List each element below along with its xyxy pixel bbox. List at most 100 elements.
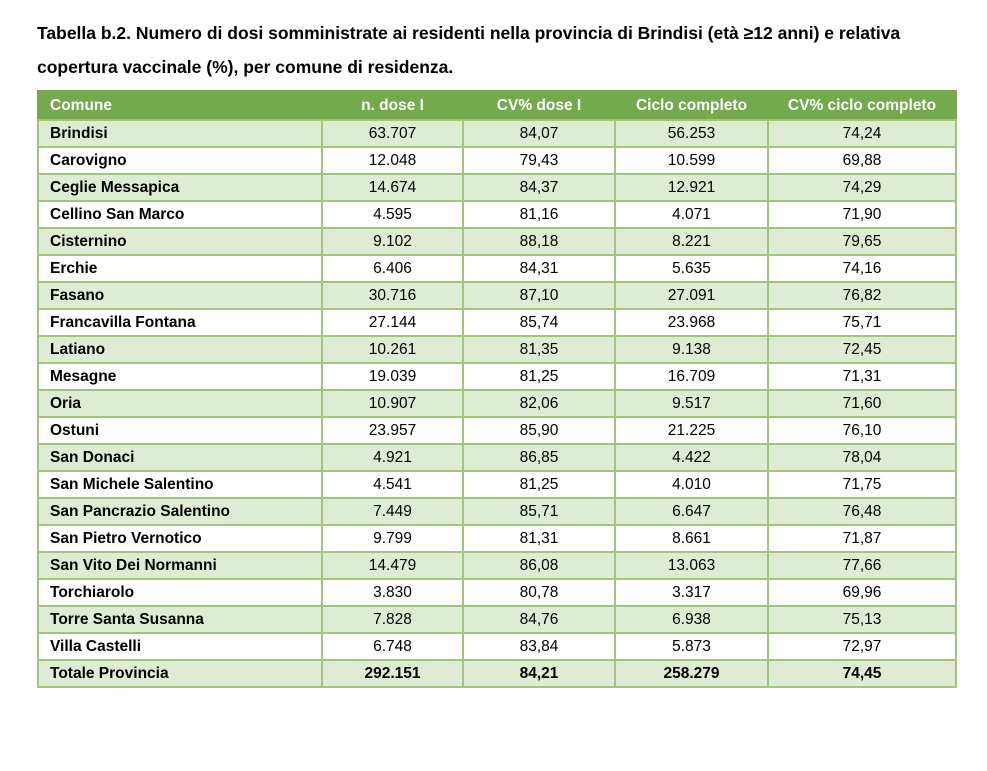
value-cell: 81,25	[462, 362, 616, 391]
value-cell: 4.921	[321, 443, 464, 472]
value-cell: 10.599	[614, 146, 769, 175]
value-cell: 4.010	[614, 470, 769, 499]
value-cell: 3.830	[321, 578, 464, 607]
value-cell: 7.828	[321, 605, 464, 634]
value-cell: 292.151	[321, 659, 464, 688]
value-cell: 71,75	[767, 470, 957, 499]
comune-cell: Francavilla Fontana	[37, 308, 323, 337]
comune-cell: Totale Provincia	[37, 659, 323, 688]
comune-cell: San Vito Dei Normanni	[37, 551, 323, 580]
value-cell: 10.907	[321, 389, 464, 418]
value-cell: 14.674	[321, 173, 464, 202]
comune-cell: Villa Castelli	[37, 632, 323, 661]
value-cell: 86,08	[462, 551, 616, 580]
value-cell: 85,74	[462, 308, 616, 337]
table-row: Ostuni 23.957 85,90 21.225 76,10	[37, 416, 957, 445]
value-cell: 8.221	[614, 227, 769, 256]
value-cell: 87,10	[462, 281, 616, 310]
table-row: Cellino San Marco 4.595 81,16 4.071 71,90	[37, 200, 957, 229]
table-row: Cisternino 9.102 88,18 8.221 79,65	[37, 227, 957, 256]
value-cell: 10.261	[321, 335, 464, 364]
value-cell: 77,66	[767, 551, 957, 580]
comune-cell: Erchie	[37, 254, 323, 283]
value-cell: 71,87	[767, 524, 957, 553]
value-cell: 9.102	[321, 227, 464, 256]
table-row: Carovigno 12.048 79,43 10.599 69,88	[37, 146, 957, 175]
comune-cell: San Pietro Vernotico	[37, 524, 323, 553]
value-cell: 74,45	[767, 659, 957, 688]
value-cell: 74,24	[767, 119, 957, 148]
value-cell: 3.317	[614, 578, 769, 607]
value-cell: 9.799	[321, 524, 464, 553]
table-row: San Donaci 4.921 86,85 4.422 78,04	[37, 443, 957, 472]
value-cell: 71,31	[767, 362, 957, 391]
value-cell: 4.595	[321, 200, 464, 229]
comune-cell: Mesagne	[37, 362, 323, 391]
value-cell: 8.661	[614, 524, 769, 553]
value-cell: 23.957	[321, 416, 464, 445]
value-cell: 5.873	[614, 632, 769, 661]
table-body: Brindisi 63.707 84,07 56.253 74,24 Carovigno 1…	[37, 119, 957, 688]
value-cell: 74,29	[767, 173, 957, 202]
value-cell: 82,06	[462, 389, 616, 418]
value-cell: 81,25	[462, 470, 616, 499]
value-cell: 75,13	[767, 605, 957, 634]
comune-cell: Ceglie Messapica	[37, 173, 323, 202]
value-cell: 79,65	[767, 227, 957, 256]
value-cell: 80,78	[462, 578, 616, 607]
value-cell: 81,31	[462, 524, 616, 553]
comune-cell: Oria	[37, 389, 323, 418]
page-title-line2: relativa copertura vaccinale (%), per co…	[37, 23, 901, 77]
value-cell: 13.063	[614, 551, 769, 580]
column-header-cv-dose1: CV% dose I	[462, 90, 616, 121]
table-row: Ceglie Messapica 14.674 84,37 12.921 74,29	[37, 173, 957, 202]
value-cell: 85,71	[462, 497, 616, 526]
value-cell: 19.039	[321, 362, 464, 391]
value-cell: 76,10	[767, 416, 957, 445]
value-cell: 81,16	[462, 200, 616, 229]
table-row: San Pancrazio Salentino 7.449 85,71 6.647 76…	[37, 497, 957, 526]
page-title-line1: Tabella b.2. Numero di dosi somministrat…	[37, 23, 834, 43]
value-cell: 69,88	[767, 146, 957, 175]
table-row: San Vito Dei Normanni 14.479 86,08 13.063 77…	[37, 551, 957, 580]
value-cell: 56.253	[614, 119, 769, 148]
value-cell: 78,04	[767, 443, 957, 472]
value-cell: 79,43	[462, 146, 616, 175]
value-cell: 4.422	[614, 443, 769, 472]
table-row: Oria 10.907 82,06 9.517 71,60	[37, 389, 957, 418]
column-header-ciclo-completo: Ciclo completo	[614, 90, 769, 121]
value-cell: 6.938	[614, 605, 769, 634]
value-cell: 7.449	[321, 497, 464, 526]
comune-cell: Torchiarolo	[37, 578, 323, 607]
value-cell: 23.968	[614, 308, 769, 337]
vaccination-table: Comune n. dose I CV% dose I Ciclo comple…	[37, 90, 957, 688]
value-cell: 84,31	[462, 254, 616, 283]
value-cell: 86,85	[462, 443, 616, 472]
comune-cell: Latiano	[37, 335, 323, 364]
value-cell: 84,76	[462, 605, 616, 634]
table-row: Francavilla Fontana 27.144 85,74 23.968 75,7…	[37, 308, 957, 337]
value-cell: 72,45	[767, 335, 957, 364]
table-row: Erchie 6.406 84,31 5.635 74,16	[37, 254, 957, 283]
value-cell: 5.635	[614, 254, 769, 283]
column-header-dose1: n. dose I	[321, 90, 464, 121]
value-cell: 21.225	[614, 416, 769, 445]
value-cell: 84,37	[462, 173, 616, 202]
table-row: Mesagne 19.039 81,25 16.709 71,31	[37, 362, 957, 391]
value-cell: 9.138	[614, 335, 769, 364]
comune-cell: Fasano	[37, 281, 323, 310]
value-cell: 71,90	[767, 200, 957, 229]
value-cell: 14.479	[321, 551, 464, 580]
comune-cell: San Donaci	[37, 443, 323, 472]
value-cell: 63.707	[321, 119, 464, 148]
table-row: Fasano 30.716 87,10 27.091 76,82	[37, 281, 957, 310]
value-cell: 75,71	[767, 308, 957, 337]
value-cell: 74,16	[767, 254, 957, 283]
comune-cell: Cellino San Marco	[37, 200, 323, 229]
value-cell: 72,97	[767, 632, 957, 661]
value-cell: 27.091	[614, 281, 769, 310]
value-cell: 71,60	[767, 389, 957, 418]
value-cell: 12.921	[614, 173, 769, 202]
comune-cell: San Pancrazio Salentino	[37, 497, 323, 526]
